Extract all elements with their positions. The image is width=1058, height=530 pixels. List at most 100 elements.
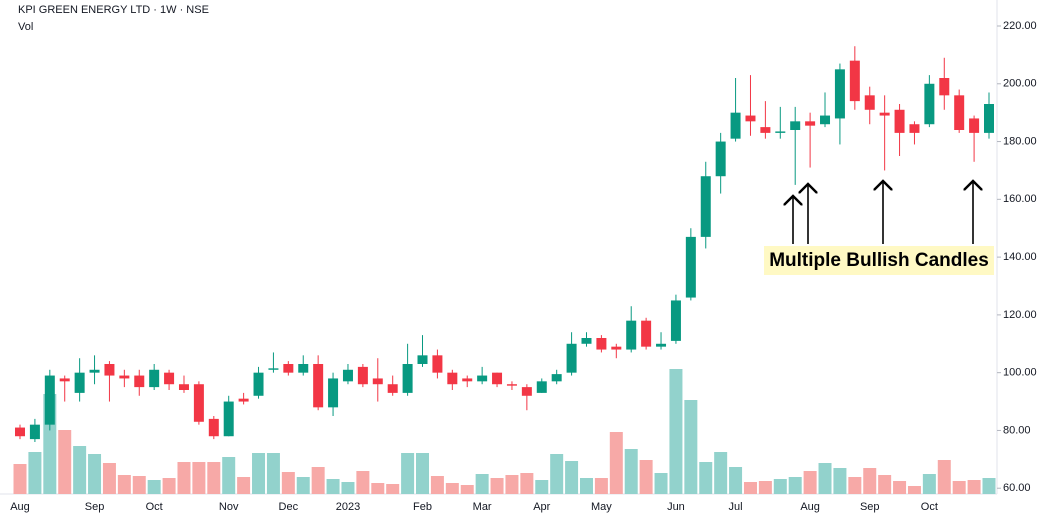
candle-body	[29, 424, 40, 440]
volume-bar	[386, 484, 400, 494]
candle-body	[909, 124, 920, 133]
x-tick-label: Aug	[10, 501, 30, 513]
volume-bar	[192, 462, 206, 494]
volume-bar	[88, 454, 102, 494]
volume-bar	[654, 473, 668, 494]
volume-bar	[252, 453, 266, 494]
x-tick-label: Mar	[473, 501, 492, 513]
volume-bar	[565, 461, 579, 494]
candle-body	[104, 364, 115, 376]
x-tick-label: Feb	[413, 501, 432, 513]
volume-bar	[937, 460, 951, 494]
volume-bar	[878, 475, 892, 494]
volume-bar	[341, 482, 355, 494]
x-tick-label: Sep	[860, 501, 880, 513]
volume-bar	[162, 478, 176, 494]
x-tick-label: Sep	[85, 501, 105, 513]
volume-bar	[401, 453, 415, 494]
volume-bar	[102, 463, 116, 494]
candle-body	[775, 131, 786, 133]
candle-body	[954, 95, 965, 130]
volume-label: Vol	[18, 21, 33, 33]
volume-bar	[535, 480, 549, 494]
volume-bar	[893, 481, 907, 494]
candle-body	[492, 372, 503, 385]
candle-body	[208, 418, 219, 437]
x-tick-label: Oct	[921, 501, 938, 513]
candle-body	[864, 95, 875, 110]
candle-body	[834, 69, 845, 119]
volume-bar	[416, 453, 430, 494]
volume-bar	[863, 468, 877, 494]
volume-bar	[982, 478, 996, 494]
candle-body	[283, 364, 294, 373]
candle-body	[700, 176, 711, 237]
candle-body	[536, 381, 547, 393]
y-tick-label: 60.00	[1003, 482, 1031, 494]
candle-body	[506, 384, 517, 386]
volume-bar	[624, 449, 638, 494]
candle-body	[119, 375, 130, 379]
y-tick-label: 180.00	[1003, 135, 1037, 147]
candle-body	[402, 364, 413, 393]
chart-title: KPI GREEN ENERGY LTD · 1W · NSE	[18, 4, 209, 16]
candle-body	[611, 346, 622, 350]
volume-bar	[356, 471, 370, 494]
y-tick-label: 80.00	[1003, 424, 1031, 436]
volume-bar	[371, 483, 385, 494]
volume-bar	[669, 369, 683, 494]
candle-body	[879, 112, 890, 116]
x-tick-label: Nov	[219, 501, 239, 513]
x-tick-label: Dec	[279, 501, 299, 513]
candle-body	[626, 320, 637, 350]
volume-bar	[73, 446, 87, 494]
volume-bar	[699, 462, 713, 494]
volume-bar	[848, 477, 862, 494]
candle-body	[760, 127, 771, 133]
candle-body	[715, 141, 726, 177]
candle-body	[238, 398, 249, 402]
x-tick-label: Oct	[146, 501, 163, 513]
candle-body	[313, 364, 324, 408]
volume-bar	[117, 475, 131, 494]
candle-body	[134, 375, 145, 388]
volume-bar	[639, 460, 653, 494]
volume-bar	[714, 452, 728, 494]
candle-body	[939, 78, 950, 96]
volume-bar	[520, 473, 534, 494]
volume-bar	[833, 468, 847, 494]
volume-bar	[207, 462, 221, 494]
volume-bar	[803, 471, 817, 494]
volume-bar	[177, 462, 191, 494]
candle-body	[820, 115, 831, 125]
candle-body	[44, 375, 55, 425]
candle-body	[596, 338, 607, 350]
candle-body	[477, 375, 488, 382]
volume-bar	[460, 485, 474, 494]
volume-bar	[326, 479, 340, 494]
annotation: Multiple Bullish Candles	[769, 250, 989, 271]
candle-body	[15, 427, 25, 437]
volume-bar	[13, 464, 27, 494]
y-tick-label: 220.00	[1003, 20, 1037, 32]
volume-bar	[132, 476, 146, 494]
candle-body	[223, 401, 234, 437]
candle-body	[387, 384, 398, 393]
arrows	[793, 181, 973, 244]
volume-bar	[222, 457, 236, 494]
candle-body	[670, 300, 681, 341]
candle-body	[149, 369, 160, 388]
x-tick-label: 2023	[336, 501, 360, 513]
x-tick-label: Aug	[800, 501, 820, 513]
candle-body	[328, 378, 339, 408]
candle-body	[894, 109, 905, 133]
candle-body	[730, 112, 741, 139]
volume-bar	[266, 453, 280, 494]
volume-bar	[281, 472, 295, 494]
x-tick-label: Apr	[533, 501, 550, 513]
volume-bar	[729, 467, 743, 494]
candle-body	[656, 343, 667, 347]
candle-body	[984, 104, 994, 133]
y-tick-label: 140.00	[1003, 251, 1037, 263]
